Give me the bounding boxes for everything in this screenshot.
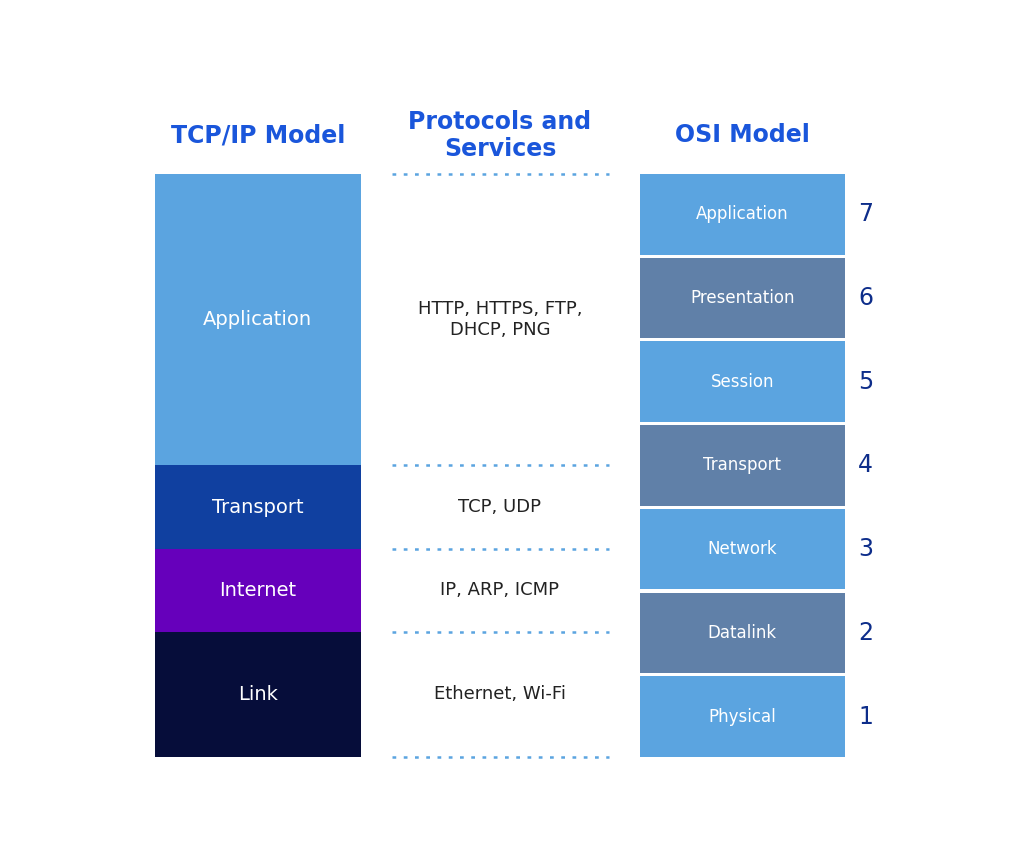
Text: 2: 2	[858, 621, 873, 645]
Bar	[155, 465, 360, 549]
Bar	[155, 174, 360, 465]
Text: 7: 7	[858, 203, 873, 226]
Text: OSI Model: OSI Model	[675, 124, 810, 147]
Text: Ethernet, Wi-Fi: Ethernet, Wi-Fi	[434, 685, 566, 703]
Text: Internet: Internet	[219, 581, 296, 600]
Bar	[155, 549, 360, 632]
Text: Physical: Physical	[709, 708, 776, 726]
Text: Network: Network	[708, 540, 777, 559]
Text: 6: 6	[858, 286, 873, 310]
Text: TCP, UDP: TCP, UDP	[459, 498, 542, 516]
Bar	[640, 341, 845, 422]
Text: Datalink: Datalink	[708, 624, 777, 642]
Text: Application: Application	[696, 205, 788, 223]
Text: 3: 3	[858, 537, 873, 561]
Bar	[640, 676, 845, 757]
Text: 4: 4	[858, 454, 873, 477]
Bar	[640, 509, 845, 590]
Text: IP, ARP, ICMP: IP, ARP, ICMP	[440, 581, 559, 599]
Bar	[640, 592, 845, 673]
Text: Transport: Transport	[212, 498, 304, 517]
Text: HTTP, HTTPS, FTP,
DHCP, PNG: HTTP, HTTPS, FTP, DHCP, PNG	[418, 301, 583, 339]
Bar	[640, 258, 845, 339]
Text: Application: Application	[203, 310, 312, 329]
Text: Transport: Transport	[703, 456, 781, 475]
Text: Link: Link	[238, 685, 278, 704]
Bar	[640, 174, 845, 255]
Text: Presentation: Presentation	[690, 289, 795, 307]
Text: Protocols and
Services: Protocols and Services	[409, 110, 592, 161]
Text: TCP/IP Model: TCP/IP Model	[171, 124, 345, 147]
Text: 1: 1	[858, 705, 872, 728]
Bar	[640, 425, 845, 506]
Text: Session: Session	[711, 372, 774, 391]
Bar	[155, 632, 360, 757]
Text: 5: 5	[858, 370, 873, 394]
